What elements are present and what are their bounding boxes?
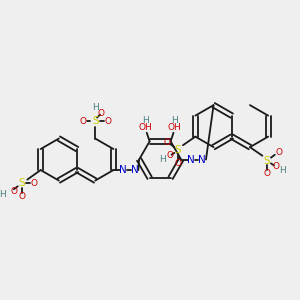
Text: O: O: [104, 117, 111, 126]
Text: N: N: [198, 154, 206, 165]
Text: H: H: [92, 103, 99, 112]
Text: S: S: [175, 145, 181, 155]
Text: H: H: [0, 190, 6, 200]
Text: OH: OH: [139, 124, 153, 133]
Text: O: O: [272, 162, 279, 171]
Text: O: O: [275, 148, 282, 158]
Text: S: S: [264, 155, 271, 166]
Text: O: O: [166, 151, 173, 160]
Text: H: H: [171, 116, 178, 125]
Text: O: O: [31, 179, 38, 188]
Text: O: O: [98, 109, 104, 118]
Text: O: O: [18, 192, 25, 201]
Text: OH: OH: [168, 124, 181, 133]
Text: O: O: [175, 159, 182, 168]
Text: O: O: [163, 138, 170, 147]
Text: O: O: [79, 117, 86, 126]
Text: N: N: [130, 165, 138, 175]
Text: H: H: [279, 166, 286, 175]
Text: H: H: [160, 155, 166, 164]
Text: N: N: [187, 154, 195, 165]
Text: N: N: [119, 165, 127, 175]
Text: O: O: [11, 187, 17, 196]
Text: H: H: [142, 116, 149, 125]
Text: S: S: [92, 116, 98, 126]
Text: S: S: [18, 178, 25, 188]
Text: O: O: [264, 169, 271, 178]
